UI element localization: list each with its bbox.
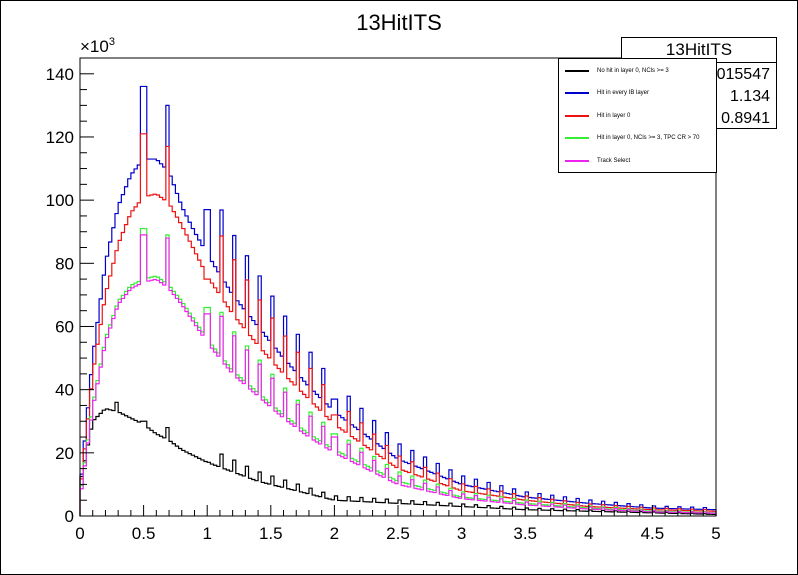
histogram-series-2 — [79, 133, 717, 516]
x-tick-label: 3.5 — [513, 524, 537, 543]
legend-item-every-ib-layer: Hit in every IB layer — [559, 86, 716, 100]
y-tick-label: 80 — [55, 254, 74, 273]
legend: No hit in layer 0, NCls >= 3 Hit in ever… — [558, 58, 717, 173]
x-tick-label: 0 — [75, 524, 84, 543]
legend-label: Hit in layer 0, NCls >= 3, TPC CR > 70 — [597, 135, 700, 141]
y-tick-label: 60 — [55, 317, 74, 336]
legend-item-hit-layer0: Hit in layer 0 — [559, 109, 716, 123]
y-tick-label: 140 — [46, 65, 74, 84]
legend-label: No hit in layer 0, NCls >= 3 — [597, 68, 669, 74]
legend-item-tpc-cr: Hit in layer 0, NCls >= 3, TPC CR > 70 — [559, 131, 716, 145]
x-tick-label: 1.5 — [259, 524, 283, 543]
histogram-series-3 — [79, 227, 717, 516]
x-tick-label: 1 — [202, 524, 211, 543]
x-tick-label: 2 — [330, 524, 339, 543]
legend-swatch — [565, 70, 589, 72]
legend-label: Track Select — [597, 158, 631, 164]
y-tick-label: 40 — [55, 381, 74, 400]
x-tick-label: 4 — [584, 524, 593, 543]
legend-item-track-select: Track Select — [559, 154, 716, 168]
chart-title: 13HitITS — [356, 10, 442, 35]
legend-swatch — [565, 115, 589, 117]
x-tick-label: 0.5 — [132, 524, 156, 543]
histogram-series-0 — [79, 401, 717, 516]
x-tick-label: 4.5 — [641, 524, 665, 543]
y-tick-label: 20 — [55, 444, 74, 463]
stats-entries: 015547 — [716, 66, 770, 83]
legend-swatch — [565, 92, 589, 94]
legend-swatch — [565, 137, 589, 139]
histogram-series-4 — [79, 234, 717, 516]
x-tick-label: 5 — [711, 524, 720, 543]
plot-area — [79, 85, 717, 516]
y-axis: 0 20 40 60 80 100 120 140 — [46, 57, 94, 526]
y-multiplier-base: ×10 — [80, 37, 109, 56]
legend-item-no-hit-layer0: No hit in layer 0, NCls >= 3 — [559, 64, 716, 78]
x-axis: 0 0.5 1 1.5 2 2.5 3 3.5 4 4.5 5 — [75, 505, 721, 543]
y-tick-label: 120 — [46, 128, 74, 147]
legend-label: Hit in every IB layer — [597, 90, 650, 96]
stats-mean: 1.134 — [729, 88, 770, 105]
y-multiplier-exponent: 3 — [109, 36, 115, 48]
legend-label: Hit in layer 0 — [597, 113, 631, 119]
stats-std-dev: 0.8941 — [721, 110, 770, 127]
legend-swatch — [565, 160, 589, 162]
x-tick-label: 3 — [457, 524, 466, 543]
x-tick-label: 2.5 — [386, 524, 410, 543]
y-tick-label: 100 — [46, 191, 74, 210]
y-multiplier-label: ×103 — [80, 36, 115, 56]
y-tick-label: 0 — [65, 507, 74, 526]
